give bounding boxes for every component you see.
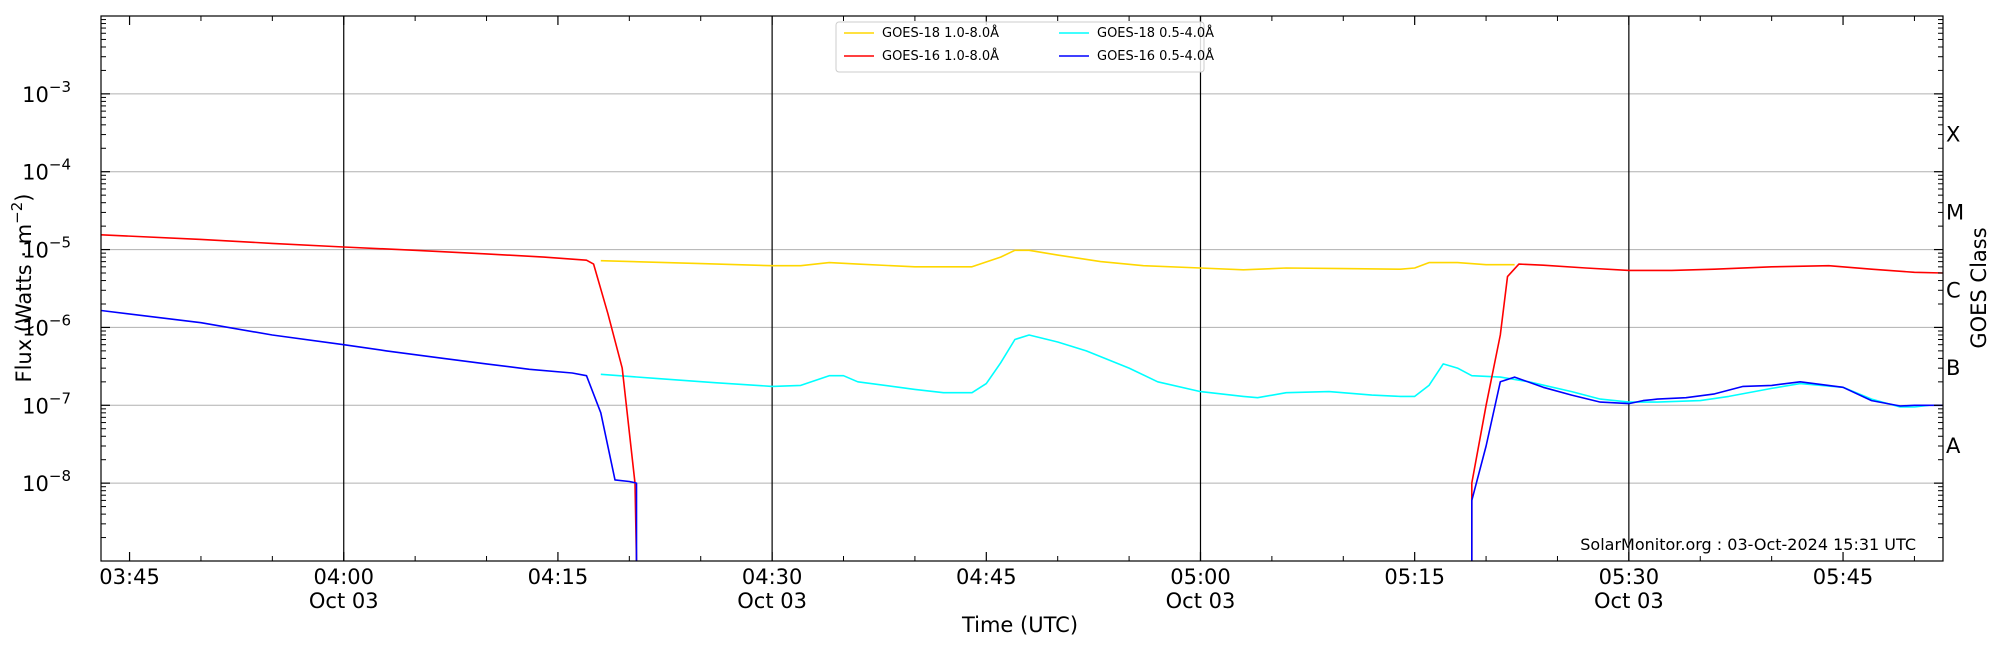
x-tick-label: 04:00: [313, 565, 374, 589]
y-tick-label: 10−7: [22, 389, 71, 418]
y-tick-label: 10−4: [22, 156, 71, 185]
x-tick-label: 05:15: [1384, 565, 1445, 589]
legend-label: GOES-18 1.0-8.0Å: [882, 25, 999, 41]
x-tick-label: 04:30: [742, 565, 803, 589]
x-tick-label: 05:45: [1813, 565, 1874, 589]
y-tick-label: 10−5: [22, 234, 71, 263]
x-tick-label: 04:15: [528, 565, 589, 589]
x-tick-date-label: Oct 03: [1166, 589, 1236, 613]
goes-class-label: B: [1946, 356, 1960, 380]
x-tick-date-label: Oct 03: [737, 589, 807, 613]
goes-class-label: M: [1946, 200, 1964, 224]
goes-class-label: X: [1946, 123, 1960, 147]
series-line-2: [101, 234, 1943, 561]
plot-frame: [100, 15, 1944, 562]
x-tick-label: 04:45: [956, 565, 1017, 589]
x-tick-label: 05:00: [1170, 565, 1231, 589]
x-tick-date-label: Oct 03: [309, 589, 379, 613]
legend-box: [835, 21, 1205, 73]
x-axis-title: Time (UTC): [961, 613, 1078, 637]
y-axis-ticks: 10−8 10−7 10−6 10−5 10−4 10−3: [22, 19, 1943, 539]
goes-class-labels: A B C M X: [1946, 123, 1964, 458]
y-tick-label: 10−3: [22, 78, 71, 107]
x-tick-label: 03:45: [99, 565, 160, 589]
plot-background: [101, 16, 1943, 561]
legend-label: GOES-16 1.0-8.0Å: [882, 48, 999, 64]
data-series: [101, 234, 1943, 561]
y-tick-label: 10−8: [22, 467, 71, 496]
legend: GOES-18 1.0-8.0Å GOES-18 0.5-4.0Å GOES-16 …: [835, 21, 1214, 73]
legend-label: GOES-18 0.5-4.0Å: [1097, 25, 1214, 41]
y-axis-title: Flux (Watts · m−2): [8, 193, 36, 382]
series-line-0: [600, 249, 1515, 271]
vertical-time-lines: [343, 16, 1630, 561]
y2-axis-title: GOES Class: [1967, 227, 1991, 348]
goes-class-label: A: [1946, 434, 1961, 458]
series-line-3: [101, 309, 1943, 561]
x-tick-label: 05:30: [1599, 565, 1660, 589]
y-tick-label: 10−6: [22, 311, 71, 340]
legend-label: GOES-16 0.5-4.0Å: [1097, 48, 1214, 64]
series-line-1: [600, 334, 1929, 408]
x-tick-date-label: Oct 03: [1594, 589, 1664, 613]
watermark: SolarMonitor.org : 03-Oct-2024 15:31 UTC: [1580, 535, 1916, 554]
goes-class-label: C: [1946, 278, 1961, 302]
